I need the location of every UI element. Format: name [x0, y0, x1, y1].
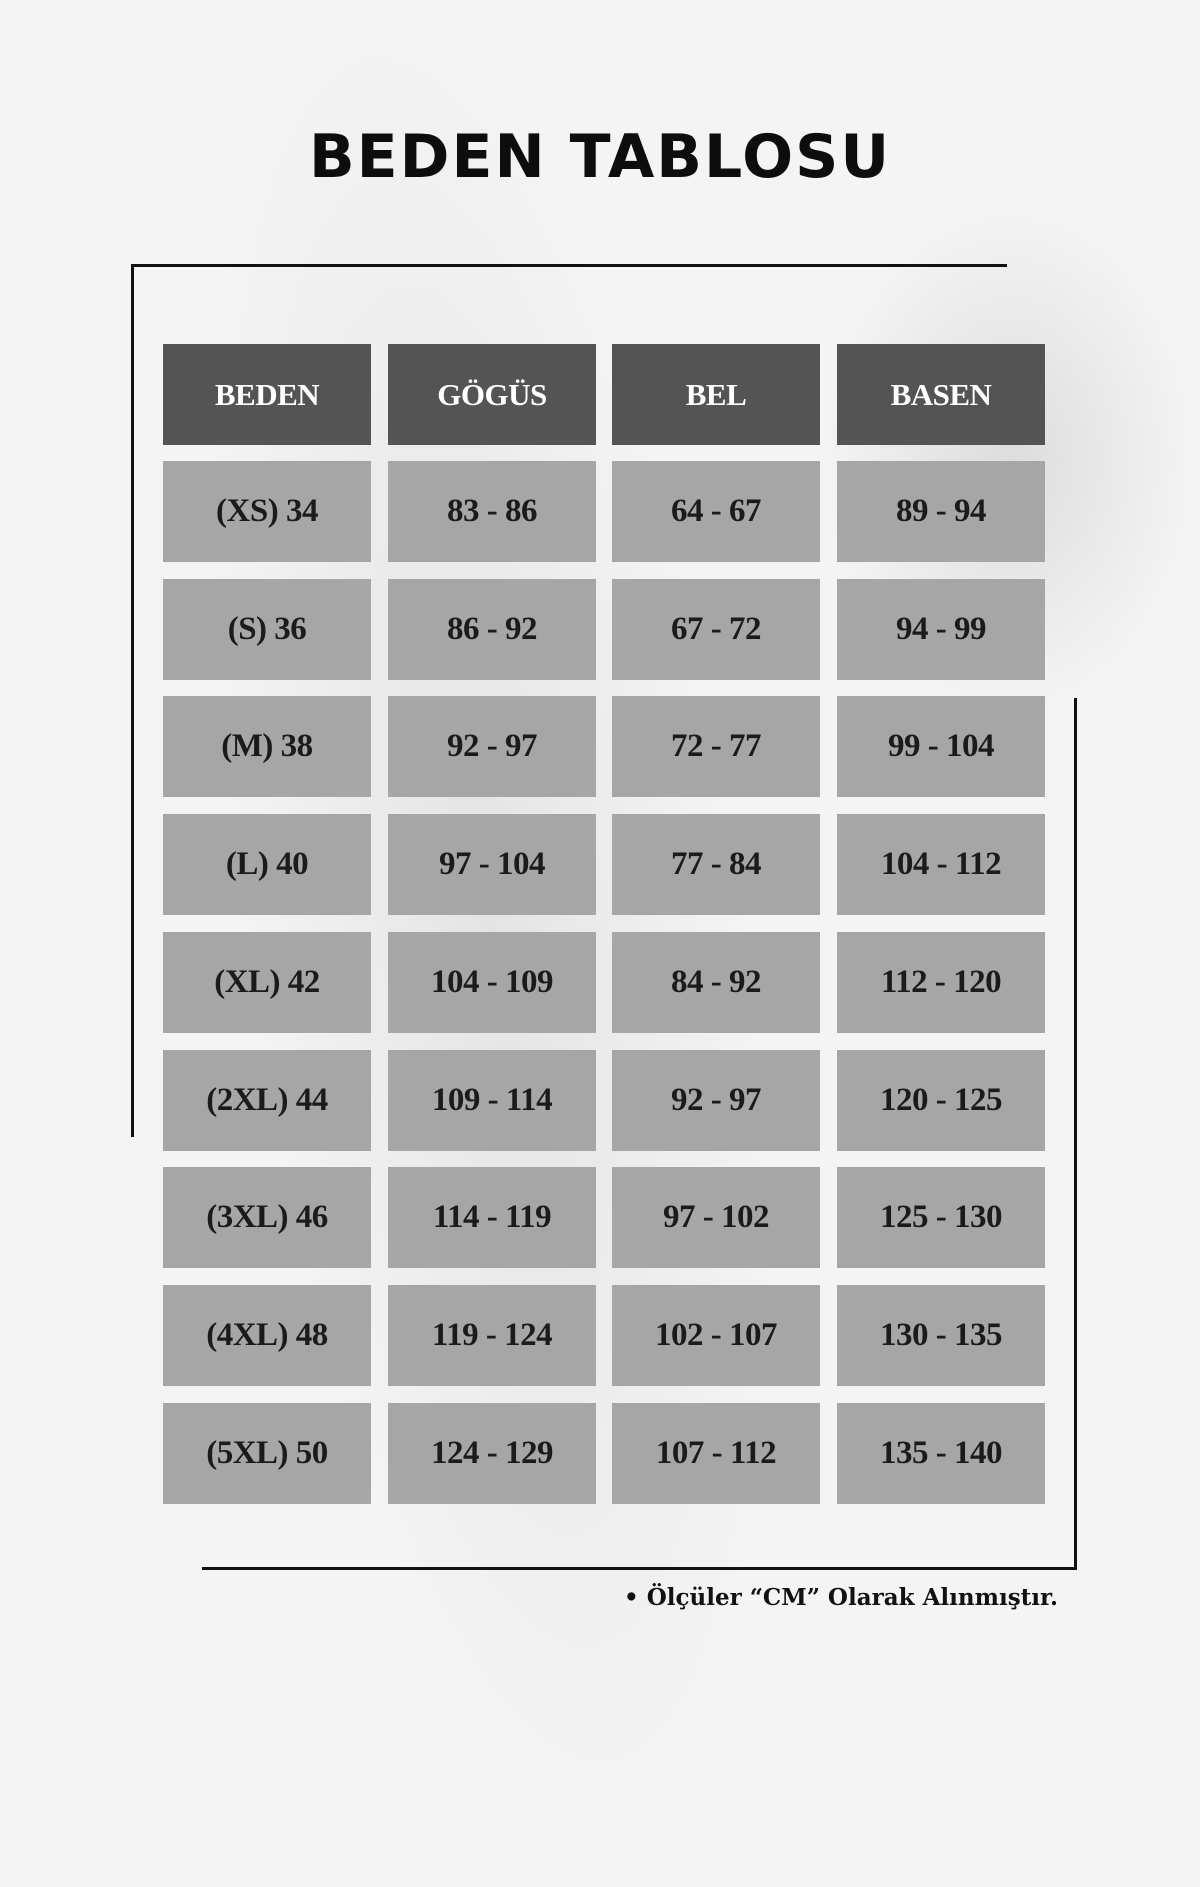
cell-bel: 92 - 97 [612, 1049, 820, 1151]
cell-beden: (5XL) 50 [163, 1402, 371, 1504]
cell-bel: 67 - 72 [612, 578, 820, 680]
cell-beden: (XL) 42 [163, 931, 371, 1033]
cell-bel: 64 - 67 [612, 461, 820, 562]
cell-bel: 107 - 112 [612, 1402, 820, 1504]
cell-gogus: 104 - 109 [388, 931, 596, 1033]
cell-beden: (S) 36 [163, 578, 371, 680]
cell-basen: 135 - 140 [837, 1402, 1045, 1504]
cell-basen: 99 - 104 [837, 696, 1045, 798]
cell-basen: 120 - 125 [837, 1049, 1045, 1151]
cell-bel: 97 - 102 [612, 1167, 820, 1269]
cell-gogus: 92 - 97 [388, 696, 596, 798]
measurement-note: • Ölçüler “CM” Olarak Alınmıştır. [624, 1584, 1059, 1611]
cell-beden: (3XL) 46 [163, 1167, 371, 1269]
frame-bottom-line [202, 1567, 1077, 1570]
cell-beden: (M) 38 [163, 696, 371, 798]
cell-gogus: 86 - 92 [388, 578, 596, 680]
cell-basen: 125 - 130 [837, 1167, 1045, 1269]
header-gogus: GÖGÜS [388, 344, 596, 445]
cell-bel: 84 - 92 [612, 931, 820, 1033]
cell-gogus: 83 - 86 [388, 461, 596, 562]
cell-basen: 130 - 135 [837, 1284, 1045, 1386]
frame-right-line [1074, 698, 1077, 1570]
header-beden: BEDEN [163, 344, 371, 445]
cell-beden: (4XL) 48 [163, 1284, 371, 1386]
header-bel: BEL [612, 344, 820, 445]
cell-gogus: 109 - 114 [388, 1049, 596, 1151]
cell-beden: (XS) 34 [163, 461, 371, 562]
cell-beden: (2XL) 44 [163, 1049, 371, 1151]
cell-basen: 112 - 120 [837, 931, 1045, 1033]
cell-basen: 104 - 112 [837, 814, 1045, 916]
cell-gogus: 124 - 129 [388, 1402, 596, 1504]
header-basen: BASEN [837, 344, 1045, 445]
cell-basen: 94 - 99 [837, 578, 1045, 680]
cell-gogus: 119 - 124 [388, 1284, 596, 1386]
cell-gogus: 97 - 104 [388, 814, 596, 916]
cell-bel: 77 - 84 [612, 814, 820, 916]
cell-beden: (L) 40 [163, 814, 371, 916]
cell-basen: 89 - 94 [837, 461, 1045, 562]
cell-gogus: 114 - 119 [388, 1167, 596, 1269]
cell-bel: 72 - 77 [612, 696, 820, 798]
cell-bel: 102 - 107 [612, 1284, 820, 1386]
page-title: BEDEN TABLOSU [308, 122, 892, 192]
frame-top-line [131, 264, 1007, 267]
frame-left-line [131, 264, 134, 1137]
